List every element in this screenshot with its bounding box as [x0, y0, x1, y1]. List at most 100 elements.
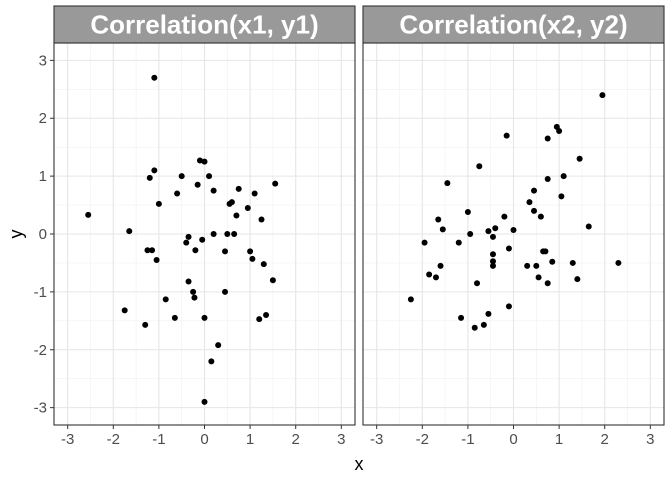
data-point: [503, 132, 510, 139]
y-axis-title: y: [6, 230, 26, 239]
data-point: [256, 316, 263, 323]
data-point: [269, 277, 276, 284]
data-point: [260, 261, 267, 268]
data-point: [549, 258, 556, 265]
data-point: [210, 231, 217, 237]
data-point: [437, 262, 444, 269]
data-point: [206, 173, 213, 180]
data-point: [489, 262, 496, 269]
data-point: [455, 239, 462, 246]
data-point: [146, 174, 153, 181]
data-point: [524, 262, 531, 269]
data-point: [501, 213, 508, 220]
data-point: [162, 296, 169, 303]
data-point: [544, 135, 551, 142]
data-point: [208, 358, 215, 365]
data-point: [178, 173, 185, 180]
data-point: [585, 223, 592, 230]
data-point: [155, 200, 162, 207]
data-point: [615, 259, 622, 266]
x-tick-label: 2: [292, 431, 300, 448]
data-point: [533, 262, 540, 269]
data-point: [215, 342, 222, 349]
data-point: [526, 199, 533, 206]
data-point: [439, 226, 446, 233]
data-point: [151, 74, 158, 81]
data-point: [126, 228, 133, 235]
data-point: [272, 180, 279, 187]
data-point: [249, 255, 256, 262]
data-point: [467, 231, 474, 237]
x-tick-label: 0: [509, 431, 517, 448]
data-point: [222, 248, 229, 255]
data-point: [489, 251, 496, 258]
x-tick-label: -1: [152, 431, 165, 448]
data-point: [531, 187, 538, 194]
data-point: [183, 239, 190, 246]
x-tick-label: 2: [601, 431, 609, 448]
data-point: [485, 310, 492, 317]
data-point: [492, 225, 499, 232]
data-point: [485, 228, 492, 235]
data-point: [510, 226, 517, 233]
data-point: [489, 233, 496, 240]
data-point: [464, 209, 471, 216]
data-point: [435, 216, 442, 223]
data-point: [235, 185, 242, 192]
data-point: [537, 213, 544, 220]
y-tick-label: 0: [39, 226, 47, 243]
data-point: [544, 176, 551, 183]
facet-strip-title: Correlation(x1, y1): [90, 10, 318, 40]
y-tick-label: -1: [34, 284, 47, 301]
facet-strip: [53, 5, 356, 44]
data-point: [244, 204, 251, 211]
data-point: [199, 236, 206, 243]
data-point: [263, 312, 270, 319]
data-point: [192, 247, 199, 254]
data-point: [421, 239, 428, 246]
y-tick-label: 1: [39, 168, 47, 185]
data-point: [458, 314, 465, 321]
data-point: [153, 257, 160, 264]
y-tick-label: -2: [34, 342, 47, 359]
x-tick-label: -2: [416, 431, 429, 448]
data-point: [144, 247, 151, 254]
y-tick-label: -3: [34, 400, 47, 417]
data-point: [542, 248, 549, 255]
data-point: [191, 294, 198, 301]
data-point: [224, 231, 231, 237]
data-point: [407, 296, 414, 303]
data-point: [531, 207, 538, 214]
data-point: [535, 274, 542, 281]
data-point: [233, 212, 240, 219]
x-tick-label: -2: [107, 431, 120, 448]
x-tick-label: 1: [555, 431, 563, 448]
data-point: [201, 158, 208, 165]
data-point: [231, 231, 238, 237]
data-point: [560, 173, 567, 180]
data-point: [558, 193, 565, 200]
data-point: [174, 190, 181, 197]
y-tick-label: 3: [39, 52, 47, 69]
data-point: [505, 245, 512, 252]
x-tick-label: -1: [461, 431, 474, 448]
x-tick-label: 3: [337, 431, 345, 448]
x-tick-label: 3: [646, 431, 654, 448]
data-point: [474, 280, 481, 287]
data-point: [432, 274, 439, 281]
data-point: [471, 324, 478, 331]
data-point: [222, 288, 229, 295]
data-point: [196, 157, 203, 164]
data-point: [556, 127, 563, 134]
x-tick-label: -3: [370, 431, 383, 448]
data-point: [194, 181, 201, 188]
data-point: [85, 211, 92, 218]
data-point: [576, 155, 583, 162]
data-point: [444, 180, 451, 187]
y-tick-label: 2: [39, 110, 47, 127]
data-point: [251, 190, 258, 197]
data-point: [574, 276, 581, 283]
data-point: [171, 314, 178, 321]
data-point: [476, 163, 483, 170]
